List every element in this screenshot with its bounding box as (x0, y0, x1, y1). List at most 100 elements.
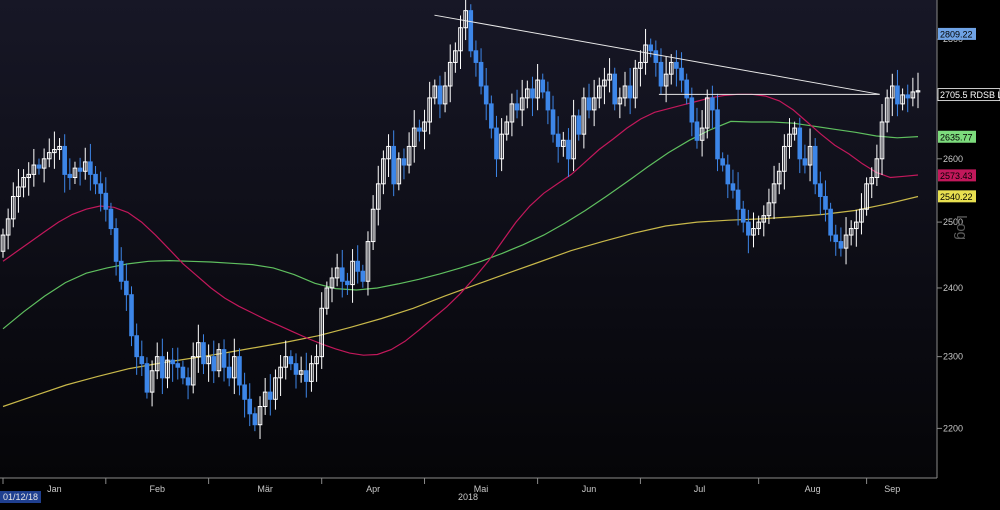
candle-body (622, 85, 628, 99)
candle-body (458, 27, 463, 52)
candle-body (776, 170, 782, 185)
candle-body (915, 90, 921, 93)
candle-body (57, 145, 62, 151)
candle-body (165, 359, 170, 379)
candle-body (684, 79, 689, 99)
candle-body (170, 359, 175, 365)
candle-body (329, 277, 335, 289)
candle-body (596, 85, 602, 99)
candle-body (854, 221, 859, 230)
candle-body (689, 97, 695, 123)
candle-body (602, 79, 607, 87)
candle-body (638, 61, 643, 69)
candle-body (869, 177, 875, 185)
candle-body (797, 127, 803, 160)
candle-body (288, 356, 294, 365)
candle-body (237, 356, 242, 386)
candle-body (406, 145, 412, 166)
candle-body (627, 85, 633, 99)
candle-body (442, 85, 448, 105)
candle-body (848, 228, 854, 236)
candle-body (437, 85, 443, 105)
candle-body (586, 97, 592, 111)
candle-body (478, 61, 484, 87)
candle-body (468, 10, 474, 52)
candle-body (221, 349, 227, 368)
candle-body (411, 127, 417, 147)
candle-body (268, 391, 273, 400)
y-tick-label: 2600 (943, 154, 963, 164)
candle-body (550, 109, 556, 135)
candle-body (5, 218, 11, 236)
price-label-box (938, 130, 976, 143)
candle-body (879, 121, 885, 160)
candle-body (730, 183, 736, 191)
candle-body (807, 145, 813, 166)
candle-body (504, 121, 510, 135)
candle-body (339, 267, 345, 282)
start-date-label: 01/12/18 (0, 491, 42, 503)
candle-body (196, 342, 201, 358)
candle-body (355, 260, 360, 272)
candle-body (206, 356, 211, 365)
candle-body (823, 195, 828, 210)
candle-body (232, 356, 237, 379)
candle-body (710, 97, 715, 111)
x-tick-label: Jun (582, 484, 597, 494)
candle-body (699, 127, 705, 141)
candle-body (118, 260, 124, 282)
candle-body (149, 370, 155, 393)
candle-body (180, 366, 186, 379)
candle-body (293, 363, 299, 375)
candle-body (396, 158, 402, 185)
y-tick-label: 2300 (943, 352, 963, 362)
candle-body (812, 145, 818, 185)
candle-body (771, 183, 777, 204)
candle-body (365, 241, 371, 282)
candle-body (612, 73, 618, 105)
y-tick-label: 2400 (943, 283, 963, 293)
candle-body (843, 234, 849, 249)
candle-body (489, 103, 494, 129)
candle-body (566, 139, 571, 160)
candles (0, 0, 921, 439)
candle-body (36, 164, 42, 169)
ma-100-line (2, 120, 919, 330)
candle-body (278, 366, 283, 379)
price-label-text: 2540.22 (940, 192, 973, 202)
y-tick-label: 2200 (943, 423, 963, 433)
candle-body (134, 335, 139, 358)
x-tick-label: Mär (257, 484, 273, 494)
candle-body (46, 152, 52, 160)
candle-body (674, 61, 679, 69)
candle-body (668, 61, 674, 75)
candle-body (818, 183, 823, 197)
ma-50-line (2, 93, 919, 356)
candle-body (67, 173, 73, 179)
candle-body (98, 183, 103, 194)
candle-body (252, 413, 258, 426)
price-label-text: 2705.5 RDSB L (940, 90, 1000, 100)
candle-body (910, 91, 916, 99)
candle-body (576, 115, 582, 135)
candle-body (108, 208, 114, 230)
candle-body (242, 384, 247, 400)
candle-body (900, 94, 905, 105)
candle-body (581, 97, 587, 135)
candle-body (802, 158, 808, 166)
candle-body (751, 228, 756, 236)
candle-body (792, 127, 797, 135)
candle-body (704, 97, 710, 129)
candle-body (391, 145, 396, 185)
candle-body (257, 406, 263, 426)
candle-body (859, 208, 864, 223)
candle-body (262, 391, 268, 408)
candle-body (463, 10, 468, 29)
candle-body (607, 73, 612, 81)
candle-body (889, 85, 895, 99)
candle-body (658, 61, 664, 87)
price-label-text: 2809.22 (940, 29, 973, 39)
candle-body (499, 133, 504, 160)
x-tick-label: Apr (366, 484, 380, 494)
candle-body (432, 85, 438, 99)
